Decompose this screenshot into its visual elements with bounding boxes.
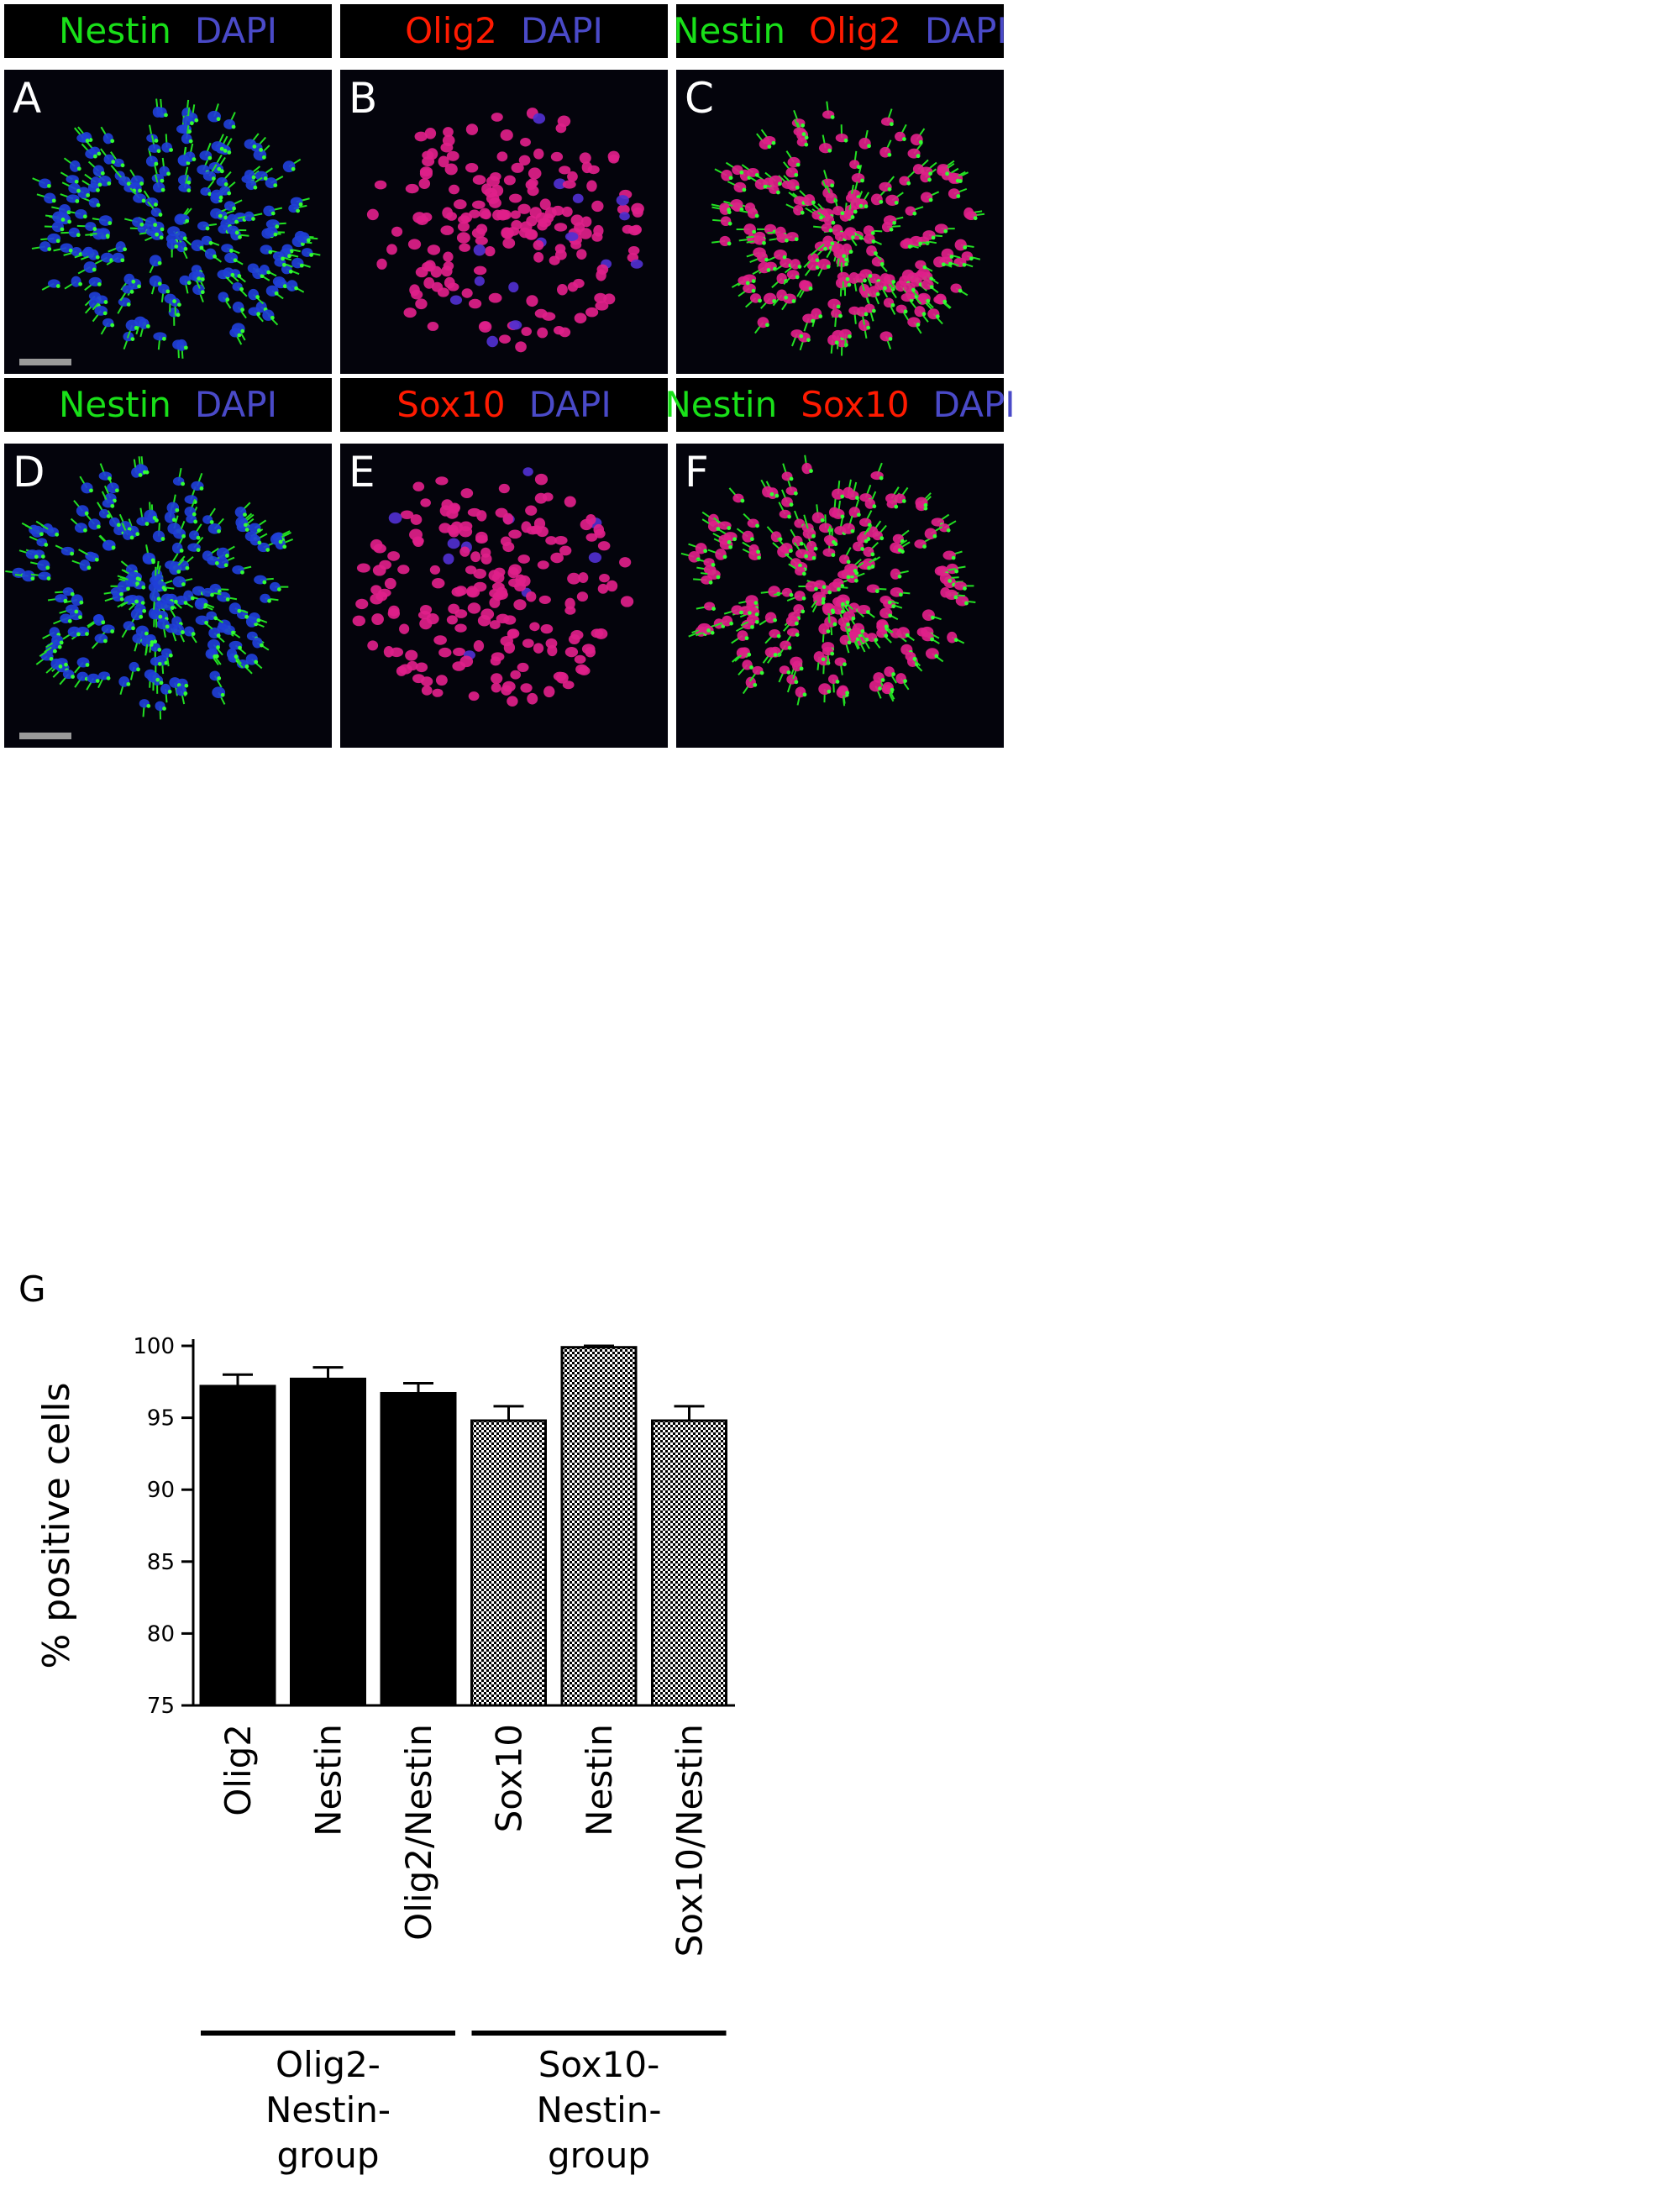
stain-label: DAPI xyxy=(924,10,1007,51)
panel-letter: C xyxy=(685,74,714,123)
micrograph: A xyxy=(4,70,332,374)
micrograph: C xyxy=(676,70,1004,374)
cell-colony-image xyxy=(31,98,321,359)
stain-label: Sox10 xyxy=(801,384,910,425)
stain-label: Olig2 xyxy=(809,10,901,51)
stain-label: Nestin xyxy=(59,384,171,425)
cell-colony-image xyxy=(352,467,634,707)
group-label: Nestin- xyxy=(536,2089,661,2131)
x-tick-label: Olig2 xyxy=(218,1724,259,1816)
panel-letter: E xyxy=(349,448,375,497)
y-tick-label: 85 xyxy=(147,1550,175,1575)
panel-header: Olig2 DAPI xyxy=(340,4,668,58)
x-tick-label: Olig2/Nestin xyxy=(398,1724,439,1941)
panel-header: Sox10 DAPI xyxy=(340,378,668,432)
micrograph: E xyxy=(340,444,668,748)
bar xyxy=(380,1391,457,1707)
panel-b: Olig2 DAPI B xyxy=(340,4,668,374)
stain-label: Olig2 xyxy=(405,10,497,51)
bar-chart: 75 80 85 90 95 100 % positive cells Olig2 Nestin… xyxy=(35,1334,735,2176)
y-tick-label: 75 xyxy=(147,1694,175,1719)
stain-label: Nestin xyxy=(59,10,171,51)
x-tick-label: Nestin xyxy=(308,1724,349,1836)
group-label: group xyxy=(277,2135,380,2176)
panel-letter: D xyxy=(13,448,45,497)
panel-a: Nestin DAPI A xyxy=(4,4,332,374)
group-label: Olig2- xyxy=(276,2044,381,2085)
stain-label: Sox10 xyxy=(396,384,506,425)
stain-label: DAPI xyxy=(932,384,1016,425)
panel-header: Nestin DAPI xyxy=(4,4,332,58)
cell-colony-image xyxy=(366,108,644,353)
bar xyxy=(199,1384,276,1707)
cell-colony-image xyxy=(5,456,294,720)
y-axis-label: % positive cells xyxy=(35,1383,78,1669)
y-tick-label: 100 xyxy=(133,1334,175,1359)
panel-f: Nestin Sox10 DAPI F xyxy=(664,378,1016,748)
x-tick-label: Sox10/Nestin xyxy=(669,1724,711,1957)
group-label: Sox10- xyxy=(538,2044,660,2085)
stain-label: Nestin xyxy=(673,10,786,51)
bar xyxy=(651,1419,727,1707)
panel-e: Sox10 DAPI E xyxy=(340,378,668,748)
y-tick-label: 95 xyxy=(147,1406,175,1432)
panel-letter: F xyxy=(685,448,709,497)
scale-bar xyxy=(19,359,71,365)
panel-header: Nestin Sox10 DAPI xyxy=(664,378,1016,432)
stain-label: DAPI xyxy=(528,384,612,425)
group-label: Nestin- xyxy=(265,2089,391,2131)
y-tick-label: 90 xyxy=(147,1478,175,1503)
panel-letter-g: G xyxy=(18,1269,46,1310)
stain-label: Nestin xyxy=(664,384,778,425)
panel-header: Nestin Olig2 DAPI xyxy=(673,4,1007,58)
scale-bar xyxy=(19,733,71,739)
group-label: group xyxy=(548,2135,650,2176)
micrograph: D xyxy=(4,444,332,748)
panel-c: Nestin Olig2 DAPI C xyxy=(673,4,1007,374)
stain-label: DAPI xyxy=(194,384,277,425)
stain-label: DAPI xyxy=(194,10,277,51)
micrograph: B xyxy=(340,70,668,374)
bar xyxy=(470,1419,547,1707)
bar xyxy=(560,1346,638,1707)
panel-letter: B xyxy=(349,74,378,123)
cell-colony-image xyxy=(680,454,976,707)
panel-letter: A xyxy=(13,74,42,123)
x-tick-label: Nestin xyxy=(579,1724,620,1836)
cell-colony-image xyxy=(711,101,985,356)
micrograph: F xyxy=(676,444,1004,748)
y-tick-label: 80 xyxy=(147,1621,175,1647)
panel-d: Nestin DAPI D xyxy=(4,378,332,748)
stain-label: DAPI xyxy=(520,10,603,51)
panel-header: Nestin DAPI xyxy=(4,378,332,432)
x-tick-label: Sox10 xyxy=(489,1724,530,1832)
bar xyxy=(290,1377,366,1707)
